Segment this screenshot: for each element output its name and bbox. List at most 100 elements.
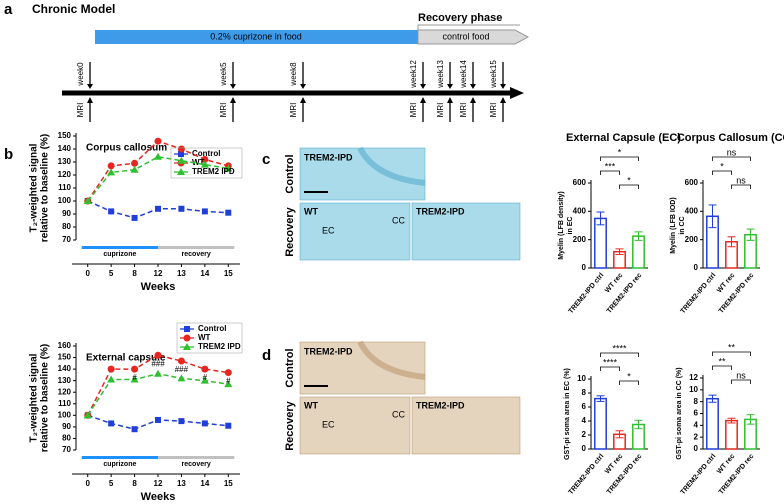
week-label: week5 bbox=[219, 62, 228, 87]
week-label: week15 bbox=[489, 60, 498, 89]
y-tick-label: 2 bbox=[694, 432, 699, 441]
mri-arrowhead bbox=[470, 97, 476, 103]
row-label: Control bbox=[284, 348, 296, 387]
error-bar bbox=[708, 204, 717, 229]
annotation: # bbox=[226, 377, 231, 386]
bar bbox=[594, 397, 607, 450]
image-label: TREM2-IPD bbox=[416, 400, 465, 410]
error-bar bbox=[634, 419, 643, 430]
control-food-arrow bbox=[417, 29, 530, 45]
point-marker bbox=[177, 156, 186, 164]
x-tick-label: TREM2-IPD rec bbox=[606, 453, 644, 496]
micrograph bbox=[411, 202, 521, 261]
image-label: TREM2-IPD bbox=[304, 152, 353, 162]
y-tick-label: 12 bbox=[689, 373, 698, 382]
week-label: week12 bbox=[409, 60, 418, 89]
y-tick-label: 6 bbox=[582, 402, 587, 411]
significance-label: * bbox=[627, 371, 631, 381]
error-bar bbox=[727, 417, 736, 424]
control-food-label: control food bbox=[442, 31, 489, 41]
point-marker bbox=[154, 137, 162, 145]
legend-box bbox=[170, 147, 243, 179]
annotation: # bbox=[203, 373, 208, 382]
y-tick-label: 0 bbox=[694, 444, 699, 453]
recovery-phase-label: Recovery phase bbox=[418, 12, 502, 24]
significance-bracket bbox=[600, 170, 620, 175]
legend-marker bbox=[177, 168, 185, 175]
y-axis-label: Myelin (LFB density) bbox=[558, 191, 565, 259]
significance-bracket bbox=[731, 184, 751, 189]
mri-label: MRI bbox=[409, 103, 418, 118]
y-tick-label: 10 bbox=[577, 374, 586, 383]
week-arrowhead bbox=[500, 84, 506, 89]
mri-arrowhead bbox=[500, 97, 506, 103]
y-axis-label: T₂-weighted signal bbox=[29, 353, 40, 442]
period-label: cuprizone bbox=[103, 251, 136, 258]
legend-label: Control bbox=[192, 149, 220, 158]
week-arrowhead bbox=[420, 84, 426, 89]
image-label: WT bbox=[304, 400, 318, 410]
annotation: # bbox=[132, 373, 137, 382]
week-label: week14 bbox=[459, 60, 468, 89]
period-bar bbox=[158, 456, 235, 459]
x-tick-label: TREM2-IPD ctrl bbox=[680, 453, 718, 496]
y-axis-label: GST-pi soma area in EC (%) bbox=[564, 368, 571, 460]
y-tick-label: 140 bbox=[58, 144, 72, 153]
micrograph bbox=[299, 396, 411, 455]
y-tick-label: 100 bbox=[58, 410, 72, 419]
image-label: TREM2-IPD bbox=[304, 346, 353, 356]
y-tick-label: 110 bbox=[58, 183, 71, 192]
point-marker bbox=[130, 375, 139, 383]
point-marker bbox=[83, 411, 92, 419]
x-tick-label: 15 bbox=[224, 269, 233, 278]
y-axis-label: in EC bbox=[567, 217, 574, 235]
chart-title: External capsule bbox=[86, 353, 166, 364]
error-bar bbox=[634, 231, 643, 241]
point-marker bbox=[108, 420, 115, 427]
region-label: EC bbox=[322, 225, 335, 235]
legend-label: WT bbox=[198, 333, 211, 342]
point-marker bbox=[83, 197, 92, 204]
significance-label: * bbox=[720, 161, 724, 171]
point-marker bbox=[108, 208, 115, 215]
point-marker bbox=[131, 365, 139, 373]
x-tick-label: 5 bbox=[109, 479, 114, 488]
x-tick-label: 13 bbox=[177, 479, 186, 488]
week-arrowhead bbox=[470, 84, 476, 89]
x-tick-label: 14 bbox=[200, 479, 209, 488]
point-marker bbox=[131, 426, 138, 433]
y-tick-label: 110 bbox=[58, 399, 71, 408]
image-label: WT bbox=[304, 206, 318, 216]
point-marker bbox=[224, 369, 232, 377]
y-tick-label: 10 bbox=[689, 385, 698, 394]
mri-arrowhead bbox=[447, 97, 453, 103]
mri-arrowhead bbox=[87, 97, 93, 103]
legend-label: Control bbox=[198, 324, 226, 333]
significance-label: * bbox=[618, 147, 622, 157]
mri-arrowhead bbox=[300, 97, 306, 103]
y-tick-label: 90 bbox=[62, 209, 71, 218]
chart-title: Corpus Callosum (CC) bbox=[677, 132, 784, 144]
micrograph bbox=[411, 396, 521, 455]
significance-label: **** bbox=[612, 343, 627, 353]
y-tick-label: 130 bbox=[58, 376, 72, 385]
chart-title: External Capsule (EC) bbox=[566, 132, 681, 144]
region-label: CC bbox=[392, 409, 405, 419]
significance-bracket bbox=[600, 366, 620, 371]
x-axis-label: Weeks bbox=[141, 491, 176, 503]
cuprizone-bar bbox=[95, 30, 418, 44]
y-tick-label: 140 bbox=[58, 364, 72, 373]
significance-label: * bbox=[627, 175, 631, 185]
significance-bracket bbox=[619, 184, 639, 189]
point-marker bbox=[201, 208, 208, 215]
significance-label: ns bbox=[727, 147, 737, 157]
row-label: Recovery bbox=[284, 400, 296, 450]
mri-arrowhead bbox=[420, 97, 426, 103]
point-marker bbox=[155, 205, 161, 212]
x-tick-label: 5 bbox=[109, 269, 114, 278]
x-axis-label: Weeks bbox=[141, 281, 176, 293]
mri-label: MRI bbox=[489, 103, 498, 118]
bar bbox=[706, 397, 719, 450]
x-tick-label: 14 bbox=[200, 269, 209, 278]
